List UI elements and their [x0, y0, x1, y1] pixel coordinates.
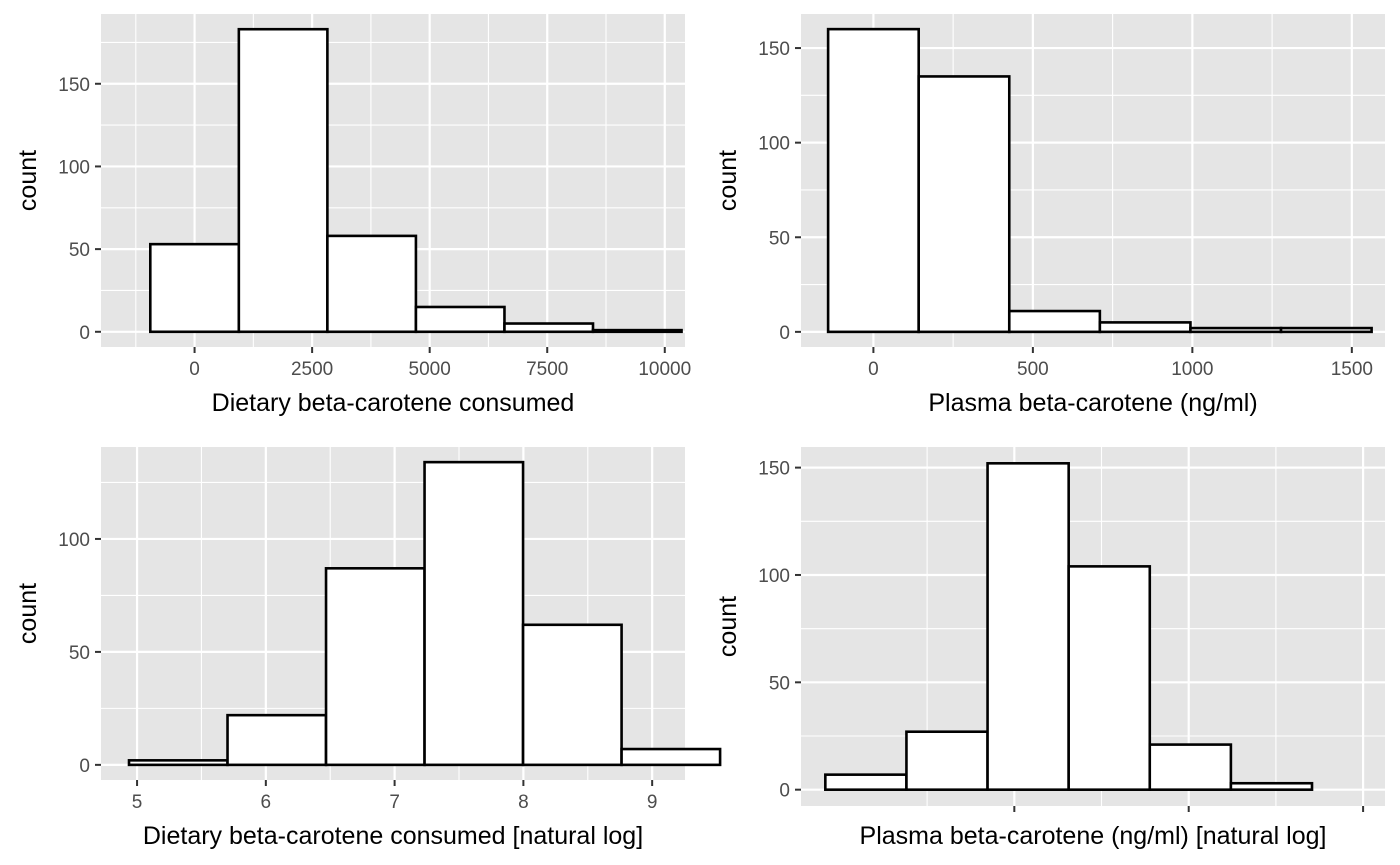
x-axis-title: Dietary beta-carotene consumed [natural …: [143, 822, 643, 850]
histogram-bar: [521, 623, 623, 767]
histogram-bar: [127, 759, 229, 767]
x-axis-title: Plasma beta-carotene (ng/ml) [natural lo…: [860, 822, 1327, 850]
histogram-dietary-beta-carotene: 0 2500 5000 7500 10000 0 50 100 150 Dietary beta…: [14, 14, 691, 417]
y-tick-label: 50: [69, 240, 90, 261]
histogram-bars: [127, 460, 722, 767]
x-axis-title: Plasma beta-carotene (ng/ml): [928, 389, 1257, 417]
histogram-bar: [1279, 326, 1373, 334]
histogram-bar: [824, 773, 908, 791]
histogram-bar: [1098, 321, 1192, 334]
y-tick-label: 100: [58, 530, 90, 551]
x-tick-label: 500: [1017, 359, 1049, 380]
x-tick-label: 8: [518, 792, 529, 813]
y-tick-label: 0: [79, 323, 90, 344]
histogram-bar: [1148, 743, 1233, 791]
y-tick-label: 100: [58, 157, 90, 178]
y-tick-label: 150: [758, 39, 790, 60]
y-tick-label: 0: [79, 756, 90, 777]
axis-ticks: 0 2500 5000 7500 10000 0 50 100 150: [58, 75, 691, 380]
x-tick-label: 5: [132, 792, 143, 813]
histogram-plasma-beta-carotene-log: 0 50 100 150 Plasma beta-carotene (ng/ml) […: [714, 447, 1385, 850]
y-tick-label: 100: [758, 134, 790, 155]
y-axis-title: count: [14, 583, 42, 644]
y-axis-title: count: [14, 150, 42, 211]
y-tick-label: 50: [769, 673, 790, 694]
x-tick-label: 5000: [409, 359, 451, 380]
x-tick-label: 9: [647, 792, 658, 813]
y-tick-label: 0: [779, 781, 790, 802]
x-tick-label: 6: [261, 792, 272, 813]
histogram-bar: [1189, 326, 1283, 334]
x-tick-label: 1000: [1171, 359, 1213, 380]
y-tick-label: 150: [758, 459, 790, 480]
y-tick-label: 100: [758, 566, 790, 587]
histogram-bar: [986, 462, 1070, 791]
histogram-bar: [1067, 565, 1152, 791]
x-tick-label: 10000: [638, 359, 691, 380]
y-axis-title: count: [714, 150, 742, 211]
histogram-bar: [423, 460, 525, 767]
x-tick-label: 1500: [1331, 359, 1373, 380]
y-tick-label: 0: [779, 323, 790, 344]
x-axis-title: Dietary beta-carotene consumed: [212, 389, 575, 417]
x-tick-label: 7500: [526, 359, 568, 380]
x-tick-label: 2500: [291, 359, 333, 380]
histogram-bar: [149, 242, 241, 334]
histogram-bar: [826, 27, 920, 334]
histogram-bar: [591, 328, 683, 334]
axis-ticks: 0 50 100 150: [758, 459, 1365, 812]
histogram-bar: [414, 305, 506, 334]
histogram-dietary-beta-carotene-log: 5 6 7 8 9 0 50 100 Dietary beta-carotene consum…: [14, 447, 722, 850]
histogram-bars: [826, 27, 1373, 334]
histogram-bar: [326, 234, 418, 334]
histogram-plasma-beta-carotene: 0 500 1000 1500 0 50 100 150 Plasma beta-carote…: [714, 14, 1385, 417]
histogram-bar: [905, 730, 989, 791]
x-tick-label: 0: [868, 359, 879, 380]
y-tick-label: 50: [769, 228, 790, 249]
histogram-bar: [1229, 781, 1314, 791]
histogram-bars: [149, 27, 683, 334]
histogram-bar: [917, 75, 1011, 334]
histogram-bar: [226, 713, 328, 767]
x-tick-label: 7: [389, 792, 400, 813]
histogram-bar: [237, 27, 329, 334]
axis-ticks: 0 500 1000 1500 0 50 100 150: [758, 39, 1373, 380]
y-tick-label: 150: [58, 75, 90, 96]
histogram-bars: [824, 462, 1314, 791]
axis-ticks: 5 6 7 8 9 0 50 100: [58, 530, 657, 813]
histogram-bar: [1007, 309, 1102, 334]
x-tick-label: 0: [189, 359, 200, 380]
histogram-bar: [620, 747, 722, 767]
histogram-bar: [324, 567, 426, 767]
y-tick-label: 50: [69, 643, 90, 664]
y-axis-title: count: [714, 596, 742, 657]
histogram-bar: [503, 322, 595, 334]
